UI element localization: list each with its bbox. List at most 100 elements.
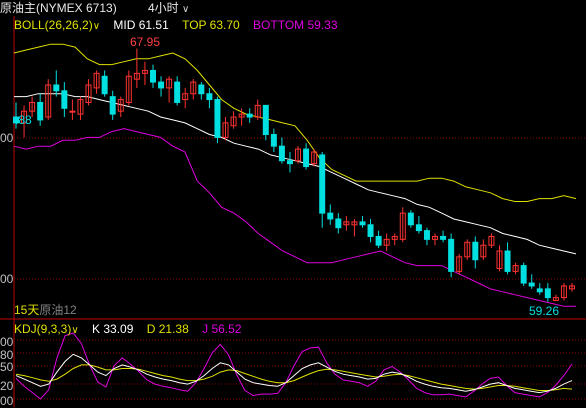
candle-body (206, 93, 213, 101)
candle-body (158, 81, 165, 89)
candle-body (383, 238, 390, 246)
candle-body (367, 224, 374, 237)
candle-body (222, 122, 229, 138)
candle-body (13, 116, 19, 124)
candle-body (319, 154, 326, 214)
candle-body (254, 104, 261, 118)
candle-body (77, 99, 84, 115)
kdj-j-line (15, 332, 573, 400)
candle-body (569, 285, 575, 290)
candle-body (295, 148, 302, 162)
candle-body (262, 104, 269, 136)
candle-body (536, 288, 543, 293)
kdj-axis-tick: 20 (0, 379, 14, 393)
sub-label-contract: 原油12 (39, 303, 77, 317)
candle-body (375, 235, 382, 246)
candle-body (440, 235, 447, 240)
kdj-d-label: D 21.38 (146, 322, 189, 336)
candle-body (29, 101, 36, 112)
candle-body (512, 265, 519, 272)
candle-body (520, 265, 527, 284)
left-price-label: .88 (15, 113, 32, 127)
high-price-label: 67.95 (130, 35, 161, 49)
boll-label[interactable]: BOLL(26,26,2) (14, 18, 93, 32)
chevron-down-icon[interactable]: ∨ (182, 4, 190, 15)
candle-body (69, 110, 76, 113)
candle-body (472, 241, 479, 261)
kdj-axis-tick: 80 (0, 348, 14, 362)
candle-body (230, 116, 237, 127)
candle-body (432, 235, 439, 240)
kdj-label[interactable]: KDJ(9,3,3) (14, 322, 72, 336)
boll-chevron-down-icon[interactable]: ∨ (92, 21, 101, 32)
candle-body (21, 110, 28, 124)
kdj-axis-tick: 00 (0, 335, 14, 349)
candle-body (560, 285, 567, 299)
candle-body (53, 84, 60, 92)
candle-body (198, 84, 205, 95)
candle-body (456, 256, 463, 272)
candle-body (93, 72, 100, 89)
chart-grid (0, 16, 586, 407)
candle-body (528, 282, 535, 287)
boll-mid-line (14, 93, 577, 255)
boll-legend: BOLL(26,26,2)∨ MID 61.51 TOP 63.70 BOTTO… (14, 18, 338, 34)
kdj-j-label: J 56.52 (202, 322, 242, 336)
axis-tick: 00 (0, 131, 14, 145)
candle-body (359, 221, 366, 226)
candle-body (327, 212, 334, 220)
boll-top-label: TOP 63.70 (182, 18, 240, 32)
candle-body (504, 250, 511, 272)
candle-body (214, 99, 221, 138)
boll-top-line (13, 43, 577, 202)
candle-body (190, 81, 197, 95)
kdj-d-line (15, 364, 573, 391)
candlestick-series (13, 48, 575, 302)
kdj-lines (15, 332, 573, 400)
period-label: 4小时 (148, 1, 179, 15)
candle-body (343, 221, 350, 226)
candle-body (423, 230, 430, 240)
kdj-k-line (15, 353, 573, 394)
sub-chart-label: 15天原油12 (14, 304, 77, 317)
candle-body (351, 221, 358, 226)
candle-body (399, 212, 406, 240)
candle-body (101, 75, 108, 95)
candle-body (117, 99, 124, 112)
candle-body (278, 145, 285, 162)
candle-body (149, 69, 156, 83)
kdj-axis-tick: 50 (0, 360, 14, 374)
candle-body (496, 250, 503, 269)
candle-body (174, 81, 181, 103)
candle-body (464, 241, 471, 258)
boll-bottom-line (13, 128, 576, 307)
candle-body (311, 151, 318, 165)
kdj-k-label: K 33.09 (92, 322, 134, 336)
period-selector[interactable]: 4小时 ∨ (148, 0, 189, 18)
candle-body (552, 297, 559, 302)
kdj-legend: KDJ(9,3,3)∨ K 33.09 D 21.38 J 56.52 (14, 322, 242, 338)
title-bar: 原油主(NYMEX 6713) 4小时 ∨ (0, 0, 586, 16)
candle-body (166, 78, 173, 89)
sub-label-days: 15天 (14, 303, 40, 317)
candle-body (182, 93, 189, 101)
candle-body (480, 244, 487, 258)
boll-mid-label: MID 61.51 (113, 18, 169, 32)
candle-body (270, 134, 277, 147)
candle-body (37, 101, 44, 121)
kdj-axis-tick: 00 (0, 394, 14, 408)
candle-body (488, 235, 495, 246)
low-price-label: 59.26 (529, 304, 560, 318)
candle-body (448, 238, 455, 272)
candle-body (415, 224, 422, 232)
candle-body (85, 84, 92, 103)
candle-body (109, 96, 116, 115)
symbol-title: 原油主(NYMEX 6713) (0, 1, 117, 15)
candle-body (335, 218, 342, 229)
candle-body (125, 75, 132, 103)
kdj-chevron-down-icon[interactable]: ∨ (71, 325, 79, 336)
candle-body (286, 160, 293, 165)
candle-body (141, 69, 148, 74)
candle-body (303, 148, 310, 168)
